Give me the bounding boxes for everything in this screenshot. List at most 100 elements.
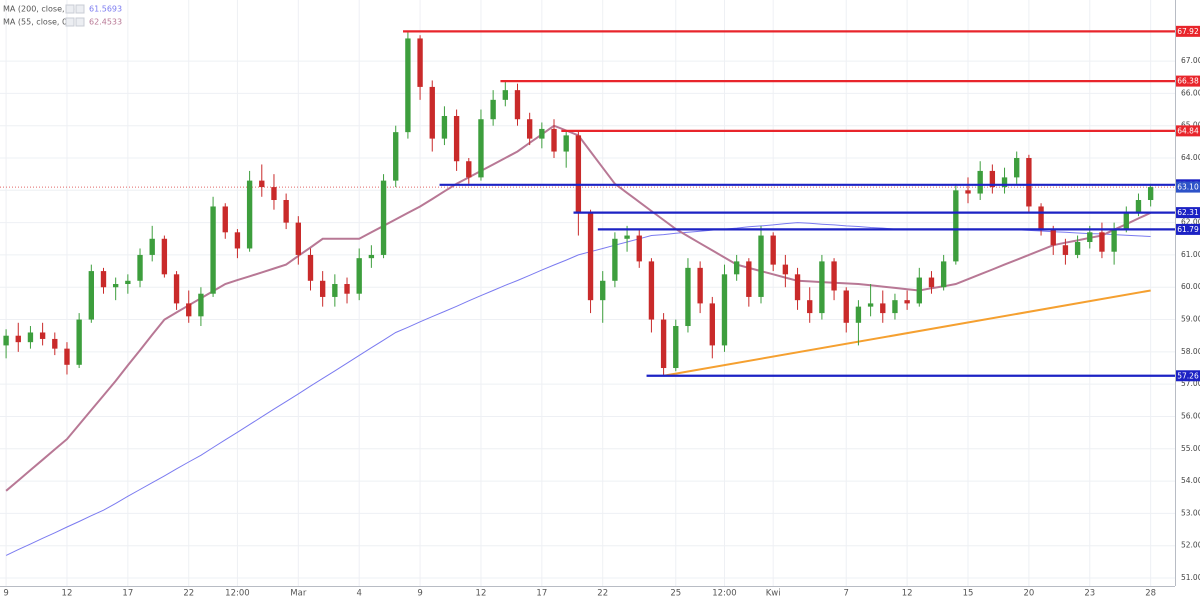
candle-body <box>295 222 301 255</box>
current-price-box <box>1176 181 1200 193</box>
legend-icon <box>65 4 75 14</box>
candle-body <box>112 284 119 288</box>
y-tick-label: 60.00 <box>1181 282 1200 291</box>
candle-body <box>271 187 277 201</box>
candle-body <box>673 326 679 369</box>
candle-body <box>259 180 265 188</box>
candle-body <box>1135 200 1142 213</box>
x-tick-label: 28 <box>1145 589 1156 599</box>
x-tick-label: 12 <box>62 589 73 599</box>
candle-body <box>539 128 545 139</box>
y-tick-label: 66.00 <box>1181 88 1200 97</box>
y-tick-label: 51.00 <box>1181 573 1200 582</box>
candle-body <box>526 119 533 139</box>
candle-body <box>819 261 825 314</box>
candle-body <box>831 261 837 291</box>
y-tick-label: 58.00 <box>1181 347 1200 356</box>
candle-body <box>600 280 606 301</box>
level-label-box <box>1176 370 1200 382</box>
candle-body <box>88 271 94 320</box>
candle-body <box>52 338 58 349</box>
candle-body <box>27 332 34 343</box>
level-label: 67.92 <box>1177 27 1199 36</box>
candle-body <box>283 200 289 223</box>
candle-body <box>39 332 46 339</box>
candle-body <box>137 254 143 281</box>
candle-body <box>977 170 983 194</box>
x-tick-label: 9 <box>3 589 8 599</box>
y-tick-label: 67.00 <box>1181 56 1200 65</box>
candle-body <box>953 190 959 262</box>
x-tick-label: Mar <box>290 589 307 599</box>
y-tick-label: 61.00 <box>1181 250 1200 259</box>
legend-label: MA (55, close, 0) <box>3 18 70 27</box>
legend-icon <box>75 4 85 14</box>
level-label: 66.38 <box>1177 77 1199 86</box>
candle-body <box>1099 232 1105 252</box>
candle-body <box>612 238 618 281</box>
candle-body <box>721 274 728 346</box>
y-tick-label: 65.00 <box>1181 121 1200 130</box>
candle-body <box>405 38 411 133</box>
candle-body <box>417 38 423 87</box>
candle-body <box>210 206 216 294</box>
candle-body <box>234 232 241 249</box>
candle-body <box>782 264 789 275</box>
candle-body <box>904 300 910 304</box>
candle-body <box>149 238 155 255</box>
legend-value: 61.5693 <box>89 5 122 14</box>
candle-body <box>3 335 9 346</box>
candle-body <box>125 280 131 285</box>
candle-body <box>1026 158 1032 207</box>
candle-body <box>76 319 82 365</box>
candle-body <box>441 115 448 139</box>
y-tick-label: 52.00 <box>1181 541 1200 550</box>
candle-body <box>429 86 435 139</box>
candle-body <box>319 280 326 297</box>
candle-body <box>575 135 582 213</box>
level-label: 64.84 <box>1177 126 1199 135</box>
candle-body <box>1111 229 1117 252</box>
candle-body <box>989 170 996 188</box>
x-tick-label: 7 <box>844 589 849 599</box>
candle-body <box>758 235 764 297</box>
candle-body <box>928 277 935 288</box>
candle-body <box>916 277 922 304</box>
candle-body <box>478 119 484 178</box>
candle-body <box>1038 206 1044 230</box>
y-tick-label: 53.00 <box>1181 508 1200 517</box>
x-tick-label: 20 <box>1023 589 1034 599</box>
candle-body <box>807 300 813 314</box>
x-tick-label: 22 <box>597 589 608 599</box>
candle-body <box>733 261 740 275</box>
candle-body <box>709 303 715 346</box>
candle-body <box>965 190 971 194</box>
legend-icon <box>65 17 75 27</box>
candle-body <box>855 306 862 323</box>
candle-body <box>161 238 168 275</box>
x-tick-label: 12 <box>902 589 913 599</box>
grid <box>0 0 1175 586</box>
level-label-box <box>1176 223 1200 235</box>
candle-body <box>490 99 496 120</box>
y-tick-label: 54.00 <box>1181 476 1200 485</box>
trendline <box>663 289 1151 377</box>
candle-body <box>466 161 472 178</box>
legend-label: MA (200, close, 0) <box>3 5 75 14</box>
candle-body <box>100 271 107 288</box>
y-tick-label: 57.00 <box>1181 379 1200 388</box>
candle-body <box>563 135 569 152</box>
x-tick-label: 12:00 <box>225 589 250 599</box>
legend: MA (200, close, 0) 61.5693 MA (55, close, … <box>3 4 122 27</box>
candle-body <box>636 235 642 262</box>
level-label: 61.79 <box>1177 225 1199 234</box>
level-label: 57.26 <box>1177 371 1199 380</box>
candle-body <box>198 293 204 317</box>
candle-body <box>660 319 667 369</box>
candle-body <box>624 235 630 239</box>
plot <box>0 30 1175 556</box>
candle-body <box>307 254 314 281</box>
candle-body <box>1087 232 1093 243</box>
level-label-box <box>1176 75 1200 87</box>
